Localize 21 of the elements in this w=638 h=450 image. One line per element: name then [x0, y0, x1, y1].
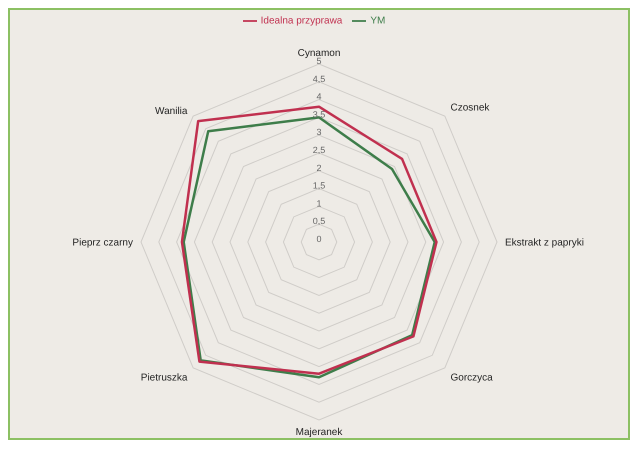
legend-label: Idealna przyprawa [260, 16, 342, 27]
y-tick-label: 4 [316, 92, 322, 102]
spoke-label: Gorczyca [450, 372, 494, 384]
spoke-label: Wanilia [155, 106, 188, 118]
spoke-label: Pieprz czarny [72, 238, 133, 249]
spoke-label: Ekstrakt z papryki [505, 238, 584, 249]
y-tick-label: 5 [316, 56, 322, 66]
spoke-label: Czosnek [450, 102, 490, 114]
spoke-label: Pietruszka [140, 372, 188, 384]
legend-label: YM [370, 16, 386, 27]
y-tick-label: 4,5 [312, 74, 326, 84]
y-tick-label: 1,5 [312, 180, 326, 191]
y-tick-label: 1 [316, 198, 322, 208]
spoke-label: Majeranek [296, 427, 344, 438]
y-tick-label: 3,5 [312, 109, 326, 120]
y-tick-label: 0 [316, 234, 322, 244]
spoke-label: Cynamon [298, 48, 340, 59]
y-tick-label: 2 [316, 162, 322, 173]
y-tick-label: 2,5 [312, 145, 326, 155]
y-tick-label: 0,5 [312, 216, 326, 226]
y-tick-label: 3 [316, 127, 322, 138]
